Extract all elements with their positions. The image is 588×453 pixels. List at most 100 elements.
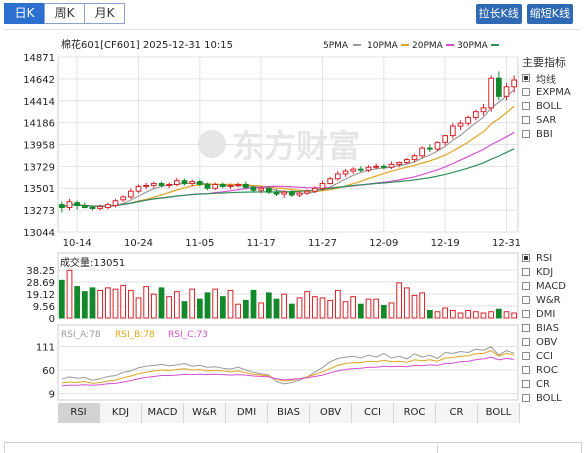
volume-bar — [411, 294, 418, 319]
sub-ind-cr-label: CR — [536, 378, 550, 390]
main-ind-bbi[interactable]: BBI — [522, 127, 571, 141]
candle-body — [219, 183, 226, 187]
bottom-panel-edge — [4, 442, 582, 453]
volume-bar — [503, 311, 510, 319]
tab-cci[interactable]: CCI — [352, 403, 394, 423]
sub-ind-obv-label: OBV — [536, 336, 558, 348]
volume-bar — [488, 311, 495, 319]
checkbox-icon — [522, 268, 530, 276]
checkbox-icon — [522, 352, 530, 360]
volume-bar — [319, 297, 326, 319]
candle-body — [250, 186, 257, 191]
sub-ind-kdj-label: KDJ — [536, 266, 554, 278]
volume-bar — [472, 311, 479, 319]
tab-rsi[interactable]: RSI — [58, 403, 100, 423]
candle-body — [258, 187, 265, 191]
ma20-label: 20PMA — [412, 41, 444, 51]
candle-body — [242, 183, 249, 188]
ma20-swatch — [446, 44, 454, 46]
main-ind-ma[interactable]: 均线 — [522, 71, 571, 86]
tab-macd[interactable]: MACD — [142, 403, 184, 423]
candle-body — [319, 183, 326, 189]
volume-bar — [219, 296, 226, 319]
volume-bar — [511, 312, 518, 319]
sub-ind-bias[interactable]: BIAS — [522, 321, 566, 335]
watermark: 东方财富 — [198, 127, 360, 165]
tab-obv[interactable]: OBV — [310, 403, 352, 423]
volume-bar — [480, 312, 487, 319]
candle-body — [181, 180, 188, 185]
candle-body — [480, 107, 487, 113]
sub-ind-boll[interactable]: BOLL — [522, 391, 566, 405]
volume-bar — [403, 287, 410, 319]
main-ind-boll[interactable]: BOLL — [522, 99, 571, 113]
candle-body — [58, 204, 65, 208]
tab-roc[interactable]: ROC — [394, 403, 436, 423]
sub-ind-roc[interactable]: ROC — [522, 363, 566, 377]
volume-bar — [242, 299, 249, 319]
ma5-label: 5PMA — [323, 41, 349, 51]
volume-bar — [166, 296, 173, 319]
price-tick-label: 14186 — [23, 119, 55, 130]
candle-body — [465, 116, 472, 124]
price-tick-label: 13273 — [23, 206, 55, 217]
tab-cr[interactable]: CR — [436, 403, 478, 423]
volume-bar — [58, 279, 65, 319]
sub-ind-rsi[interactable]: RSI — [522, 251, 566, 265]
candlestick-chart — [58, 71, 518, 213]
volume-bar — [419, 292, 426, 319]
volume-bar — [296, 297, 303, 319]
sub-ind-cci-label: CCI — [536, 350, 553, 362]
candle-body — [196, 181, 203, 185]
candle-body — [357, 168, 364, 171]
checkbox-icon — [522, 88, 530, 96]
candle-body — [457, 122, 464, 127]
main-ind-expma[interactable]: EXPMA — [522, 85, 571, 99]
checkbox-icon — [522, 282, 530, 290]
stretch-kline-button[interactable]: 拉长K线 — [475, 4, 522, 24]
main-indicator-title: 主要指标 — [522, 56, 566, 69]
tab-bias[interactable]: BIAS — [268, 403, 310, 423]
checkbox-icon — [522, 254, 530, 262]
candle-body — [112, 200, 119, 207]
candle-body — [166, 183, 173, 186]
sub-ind-obv[interactable]: OBV — [522, 335, 566, 349]
volume-tick-label: 9.56 — [33, 302, 55, 313]
tab-kdj[interactable]: KDJ — [100, 403, 142, 423]
candle-body — [426, 147, 433, 150]
candle-body — [419, 147, 426, 157]
tab-wr[interactable]: W&R — [184, 403, 226, 423]
period-tab-monthly[interactable]: 月K — [84, 3, 125, 24]
watermark-text: 东方财富 — [232, 127, 360, 165]
sub-ind-cci[interactable]: CCI — [522, 349, 566, 363]
sub-ind-rsi-label: RSI — [536, 252, 553, 264]
sub-ind-dmi-label: DMI — [536, 308, 556, 320]
volume-chart: 成交量:13051 — [58, 256, 518, 319]
tab-boll[interactable]: BOLL — [478, 403, 520, 423]
sub-ind-macd[interactable]: MACD — [522, 279, 566, 293]
volume-bar — [173, 291, 180, 319]
volume-bar — [342, 301, 349, 319]
shrink-kline-button[interactable]: 缩短K线 — [526, 4, 573, 24]
volume-bar — [281, 293, 288, 319]
sub-ind-kdj[interactable]: KDJ — [522, 265, 566, 279]
toolbar-divider — [4, 29, 580, 30]
candle-body — [288, 191, 295, 196]
price-tick-label: 13044 — [23, 228, 55, 239]
main-ind-sar[interactable]: SAR — [522, 113, 571, 127]
price-tick-label: 14414 — [23, 97, 55, 108]
rsi-c-line — [61, 356, 515, 387]
sub-ind-cr[interactable]: CR — [522, 377, 566, 391]
period-tab-weekly[interactable]: 周K — [44, 3, 85, 24]
sub-indicator-panel: RSI KDJ MACD W&R DMI BIAS OBV CCI ROC CR… — [522, 251, 566, 405]
sub-ind-macd-label: MACD — [536, 280, 566, 292]
volume-bar — [158, 287, 165, 319]
volume-tick-label: 28.69 — [26, 278, 55, 289]
sub-ind-wr[interactable]: W&R — [522, 293, 566, 307]
candle-body — [380, 165, 387, 168]
tab-dmi[interactable]: DMI — [226, 403, 268, 423]
volume-bar — [457, 312, 464, 319]
sub-ind-dmi[interactable]: DMI — [522, 307, 566, 321]
price-tick-label: 13729 — [23, 162, 55, 173]
